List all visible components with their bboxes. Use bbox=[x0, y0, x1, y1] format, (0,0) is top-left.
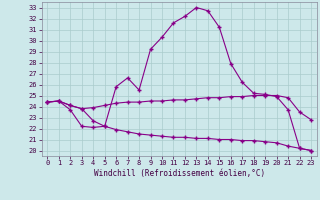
X-axis label: Windchill (Refroidissement éolien,°C): Windchill (Refroidissement éolien,°C) bbox=[94, 169, 265, 178]
